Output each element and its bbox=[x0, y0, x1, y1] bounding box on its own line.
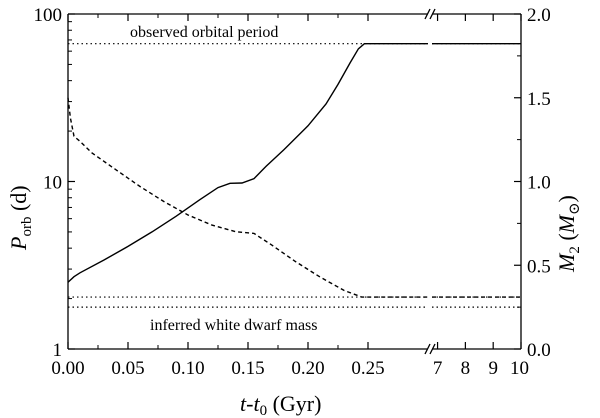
ticks-layer: 0.00 0.05 0.10 0.15 0.20 0.25 7 8 9 10 1 10 100 0.0 0.… bbox=[34, 5, 551, 379]
series-line-0-seg1 bbox=[67, 43, 428, 283]
reference-lines bbox=[68, 43, 521, 308]
x2-tick-label-2: 9 bbox=[488, 358, 498, 379]
x-tick-label-3: 0.15 bbox=[231, 358, 264, 379]
y-right-tick-label-1: 0.5 bbox=[527, 256, 551, 277]
x-tick-label-2: 0.10 bbox=[171, 358, 204, 379]
y-left-tick-label-2: 100 bbox=[34, 5, 63, 26]
y-right-tick-label-0: 0.0 bbox=[527, 340, 551, 361]
series-line-1-seg1 bbox=[67, 97, 428, 298]
axes-layer bbox=[67, 8, 522, 355]
x-tick-label-5: 0.25 bbox=[351, 358, 384, 379]
x2-tick-label-1: 8 bbox=[461, 358, 471, 379]
series-layer bbox=[67, 43, 521, 298]
axis-break-mark-1-a bbox=[424, 343, 431, 355]
x2-tick-label-0: 7 bbox=[433, 358, 443, 379]
x-tick-label-1: 0.05 bbox=[111, 358, 144, 379]
y-right-tick-label-4: 2.0 bbox=[527, 5, 551, 26]
x-tick-label-4: 0.20 bbox=[291, 358, 324, 379]
axis-break-mark-0-a bbox=[424, 8, 431, 20]
y-left-tick-label-1: 10 bbox=[43, 173, 62, 194]
x2-tick-label-3: 10 bbox=[510, 358, 529, 379]
x-axis-label: t-t0 (Gyr) bbox=[240, 391, 321, 418]
annotation-white-dwarf-mass: inferred white dwarf mass bbox=[150, 317, 318, 334]
y-axis-left-label: Porb (d) bbox=[6, 185, 35, 251]
axis-break-mark-1-b bbox=[429, 343, 436, 355]
y-left-tick-label-0: 1 bbox=[53, 340, 63, 361]
y-axis-right-label: M2 (M⊙) bbox=[554, 195, 583, 273]
y-right-tick-label-2: 1.0 bbox=[527, 173, 551, 194]
x-tick-label-0: 0.00 bbox=[51, 358, 84, 379]
annotation-observed-period: observed orbital period bbox=[130, 24, 278, 41]
axis-break-mark-0-b bbox=[429, 8, 436, 20]
y-right-tick-label-3: 1.5 bbox=[527, 89, 551, 110]
